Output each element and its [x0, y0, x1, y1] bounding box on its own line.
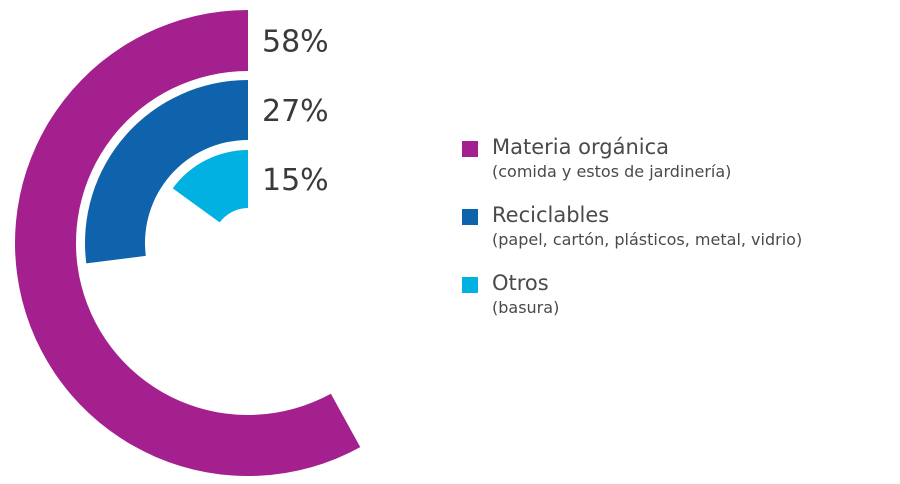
legend-name: Materia orgánica — [492, 135, 670, 159]
ring-materia-organica — [15, 10, 361, 476]
legend-item-otros: Otros (basura) — [462, 269, 892, 319]
value-label-materia-organica: 58% — [262, 25, 329, 60]
ring-otros — [172, 150, 248, 223]
legend: Materia orgánica (comida y estos de jard… — [462, 133, 892, 337]
legend-name: Otros — [492, 271, 549, 295]
legend-item-reciclables: Reciclables (papel, cartón, plásticos, m… — [462, 201, 892, 251]
value-label-otros: 15% — [262, 163, 329, 198]
ring-reciclables — [85, 80, 248, 264]
legend-swatch-reciclables — [462, 209, 478, 225]
legend-swatch-otros — [462, 277, 478, 293]
legend-description: (basura) — [492, 298, 560, 317]
legend-item-materia-organica: Materia orgánica (comida y estos de jard… — [462, 133, 892, 183]
legend-description: (comida y estos de jardinería) — [492, 162, 732, 181]
value-label-reciclables: 27% — [262, 94, 329, 129]
legend-description: (papel, cartón, plásticos, metal, vidrio… — [492, 230, 803, 249]
legend-swatch-materia-organica — [462, 141, 478, 157]
legend-name: Reciclables — [492, 203, 610, 227]
